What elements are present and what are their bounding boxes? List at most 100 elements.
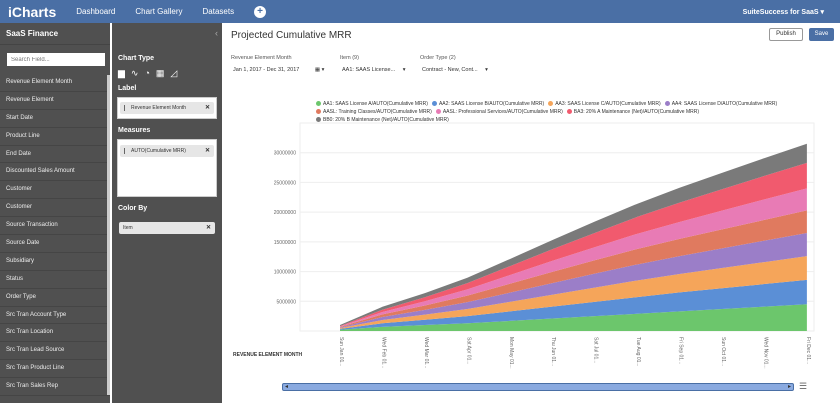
field-list: Revenue Element Month Revenue Element Star… bbox=[0, 74, 110, 397]
filter-label-item: Item (9) bbox=[340, 55, 359, 61]
x-tick-label: Wed Feb 01... bbox=[380, 337, 386, 368]
field-item[interactable]: Revenue Element bbox=[0, 92, 110, 110]
legend-swatch bbox=[548, 101, 554, 107]
field-item[interactable]: Revenue Element Month bbox=[0, 74, 110, 92]
area-series bbox=[340, 232, 807, 329]
area-series bbox=[340, 188, 807, 327]
x-tick-label: Mon May 01... bbox=[508, 337, 514, 369]
field-item[interactable]: End Date bbox=[0, 146, 110, 164]
x-tick-label: Sun Jan 01... bbox=[338, 337, 344, 366]
bar-chart-icon[interactable]: ▆ bbox=[118, 68, 125, 78]
color-by-heading: Color By bbox=[118, 205, 148, 212]
legend-item[interactable]: BB0: 20% B Maintenance (Net)/AUTO(Cumula… bbox=[316, 116, 449, 124]
x-axis-title: REVENUE ELEMENT MONTH bbox=[233, 352, 303, 358]
legend-item[interactable]: AA2: SAAS License B/AUTO(Cumulative MRR) bbox=[431, 100, 545, 108]
field-item[interactable]: Src Tran Location bbox=[0, 324, 110, 343]
user-menu[interactable]: SuiteSuccess for SaaS ▾ bbox=[742, 8, 824, 16]
x-tick-label: Wed Nov 01... bbox=[762, 337, 768, 369]
legend-item[interactable]: AASL: Professional Services/AUTO(Cumulat… bbox=[435, 108, 563, 116]
x-tick-label: Sun Oct 01... bbox=[720, 337, 726, 366]
legend-item[interactable]: AA3: SAAS License C/AUTO(Cumulative MRR) bbox=[548, 100, 661, 108]
label-pill[interactable]: Revenue Element Month ✕ bbox=[120, 102, 214, 114]
chart-config-panel: ‹ Chart Type ▆ ∿ ◔ ▦ ◿ Label Revenue Ele… bbox=[112, 23, 222, 403]
area-series bbox=[340, 143, 807, 326]
field-item[interactable]: Order Type bbox=[0, 289, 110, 307]
legend-item[interactable]: BA3: 20% A Maintenance (Net)/AUTO(Cumula… bbox=[566, 108, 700, 116]
field-item[interactable]: Src Tran Sales Rep bbox=[0, 378, 110, 397]
x-tick-label: Wed Mar 01... bbox=[423, 337, 429, 368]
add-icon[interactable]: + bbox=[254, 5, 267, 18]
remove-label-icon[interactable]: ✕ bbox=[204, 105, 210, 111]
x-tick-label: Sat Jul 01... bbox=[593, 337, 599, 363]
legend-swatch bbox=[431, 101, 437, 107]
legend-label: AASL: Training Classes/AUTO(Cumulative M… bbox=[323, 109, 432, 115]
filter-label-order-type: Order Type (2) bbox=[420, 55, 456, 61]
chart-menu-icon[interactable]: ☰ bbox=[799, 381, 808, 391]
pie-chart-icon[interactable]: ◔ bbox=[144, 68, 150, 78]
legend-label: AA2: SAAS License B/AUTO(Cumulative MRR) bbox=[438, 101, 545, 107]
filter-item[interactable]: AA1: SAAS License... ▾ bbox=[342, 67, 406, 73]
x-tick-label: Fri Dec 01... bbox=[805, 337, 811, 364]
legend-swatch bbox=[435, 109, 441, 115]
chart-type-icons: ▆ ∿ ◔ ▦ ◿ bbox=[118, 68, 177, 79]
area-chart-icon[interactable]: ◿ bbox=[170, 68, 178, 78]
range-right-handle[interactable]: ▸ bbox=[787, 384, 791, 390]
nav-datasets[interactable]: Datasets bbox=[202, 7, 235, 16]
field-item[interactable]: Source Date bbox=[0, 235, 110, 253]
chart-range-navigator[interactable]: ◂ ▸ bbox=[282, 383, 794, 391]
search-field-input[interactable] bbox=[7, 53, 105, 66]
field-item[interactable]: Customer bbox=[0, 199, 110, 218]
measures-heading: Measures bbox=[118, 127, 151, 134]
field-item[interactable]: Src Tran Lead Source bbox=[0, 342, 110, 361]
y-tick-label: 20000000 bbox=[274, 210, 296, 216]
table-icon[interactable]: ▦ bbox=[155, 68, 165, 78]
publish-button[interactable]: Publish bbox=[769, 28, 803, 41]
field-item[interactable]: Source Transaction bbox=[0, 217, 110, 236]
remove-measure-icon[interactable]: ✕ bbox=[204, 148, 210, 154]
area-series bbox=[340, 210, 807, 328]
legend-swatch bbox=[316, 117, 321, 123]
field-item[interactable]: Discounted Sales Amount bbox=[0, 163, 110, 182]
measure-pill[interactable]: AUTO(Cumulative MRR) ✕ bbox=[120, 145, 214, 157]
legend-item[interactable]: AA4: SAAS License D/AUTO(Cumulative MRR) bbox=[664, 100, 778, 108]
nav-chart-gallery[interactable]: Chart Gallery bbox=[135, 7, 183, 16]
x-tick-label: Thu Jun 01... bbox=[550, 337, 556, 366]
y-tick-label: 25000000 bbox=[274, 180, 296, 186]
save-button[interactable]: Save bbox=[809, 28, 834, 41]
area-series bbox=[340, 304, 807, 331]
legend-swatch bbox=[566, 109, 572, 115]
nav-dashboard[interactable]: Dashboard bbox=[76, 7, 116, 16]
field-item[interactable]: Start Date bbox=[0, 110, 110, 128]
chart-legend: AA1: SAAS License A/AUTO(Cumulative MRR)… bbox=[316, 100, 836, 124]
area-series bbox=[340, 162, 807, 327]
collapse-icon[interactable]: ‹ bbox=[215, 28, 218, 38]
field-item[interactable]: Subsidiary bbox=[0, 253, 110, 271]
legend-label: BA3: 20% A Maintenance (Net)/AUTO(Cumula… bbox=[573, 109, 700, 115]
line-chart-icon[interactable]: ∿ bbox=[130, 68, 139, 78]
y-tick-label: 10000000 bbox=[274, 270, 296, 276]
filter-month[interactable]: Jan 1, 2017 - Dec 31, 2017 ▦ ▾ bbox=[233, 67, 325, 73]
y-tick-label: 5000000 bbox=[277, 299, 297, 305]
filter-label-month: Revenue Element Month bbox=[231, 55, 292, 61]
legend-item[interactable]: AASL: Training Classes/AUTO(Cumulative M… bbox=[316, 108, 432, 116]
filter-order-type[interactable]: Contract - New, Cont... ▾ bbox=[422, 67, 488, 73]
field-item[interactable]: Customer bbox=[0, 181, 110, 200]
field-item[interactable]: Src Tran Product Line bbox=[0, 360, 110, 379]
remove-color-icon[interactable]: ✕ bbox=[205, 225, 211, 231]
measures-dropzone[interactable]: AUTO(Cumulative MRR) ✕ bbox=[117, 139, 217, 197]
field-item[interactable]: Src Tran Account Type bbox=[0, 307, 110, 325]
dataset-title: SaaS Finance bbox=[0, 23, 110, 45]
top-bar: iCharts Dashboard Chart Gallery Datasets… bbox=[0, 0, 840, 23]
range-left-handle[interactable]: ◂ bbox=[285, 384, 289, 390]
calendar-icon[interactable]: ▦ bbox=[314, 67, 321, 73]
legend-label: AA4: SAAS License D/AUTO(Cumulative MRR) bbox=[671, 101, 778, 107]
legend-label: AASL: Professional Services/AUTO(Cumulat… bbox=[442, 109, 563, 115]
legend-swatch bbox=[316, 101, 321, 107]
x-tick-label: Tue Aug 01... bbox=[635, 337, 641, 367]
color-by-pill[interactable]: Item ✕ bbox=[119, 222, 215, 234]
label-dropzone[interactable]: Revenue Element Month ✕ bbox=[117, 97, 217, 119]
field-item[interactable]: Status bbox=[0, 271, 110, 289]
legend-item[interactable]: AA1: SAAS License A/AUTO(Cumulative MRR) bbox=[316, 100, 428, 108]
sidebar-scrollbar[interactable] bbox=[107, 75, 110, 395]
field-item[interactable]: Product Line bbox=[0, 128, 110, 146]
